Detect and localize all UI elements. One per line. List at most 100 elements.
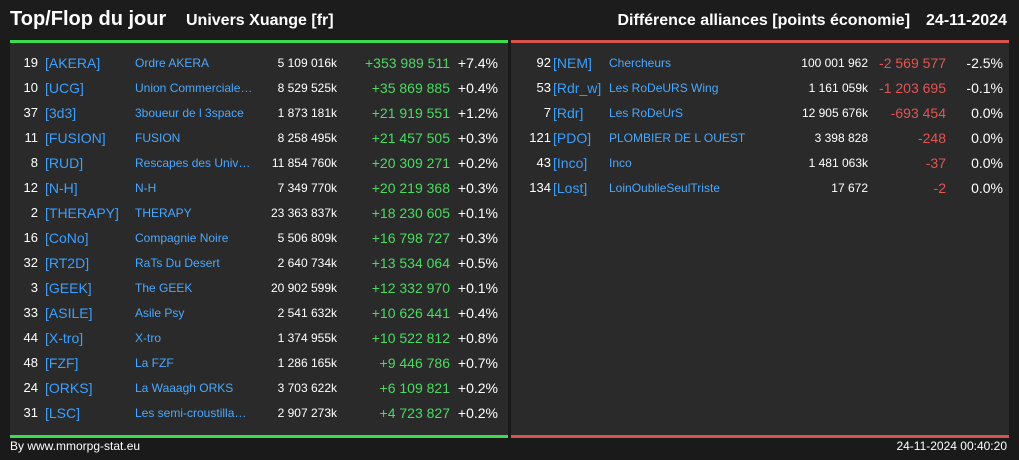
- alliance-tag-link[interactable]: [FUSION]: [45, 130, 106, 146]
- alliance-tag-link[interactable]: [LSC]: [45, 405, 81, 421]
- alliance-name-link[interactable]: Asile Psy: [135, 306, 185, 320]
- percent-cell: +0.8%: [457, 330, 498, 346]
- points-cell: 1 374 955k: [277, 331, 337, 345]
- alliance-tag-link[interactable]: [Rdr]: [553, 105, 584, 121]
- alliance-tag-link[interactable]: [Inco]: [553, 155, 588, 171]
- alliance-name-link[interactable]: LoinOublieSeulTriste: [609, 181, 720, 195]
- alliance-name-link[interactable]: Chercheurs: [609, 56, 672, 70]
- points-cell: 1 481 063k: [808, 156, 868, 170]
- diff-cell: +10 626 441: [371, 305, 450, 321]
- percent-cell: +7.4%: [457, 55, 498, 71]
- alliance-tag-link[interactable]: [THERAPY]: [45, 205, 119, 221]
- alliance-tag-link[interactable]: [PDO]: [553, 130, 592, 146]
- diff-cell: +6 109 821: [379, 380, 450, 396]
- alliance-name-link[interactable]: Compagnie Noire: [135, 231, 229, 245]
- alliance-name-link[interactable]: FUSION: [135, 131, 181, 145]
- diff-cell: +12 332 970: [371, 280, 450, 296]
- alliance-name-link[interactable]: Inco: [609, 156, 632, 170]
- metric-label: Différence alliances [points économie]: [617, 12, 911, 29]
- alliance-tag-link[interactable]: [NEM]: [553, 55, 592, 71]
- alliance-name-link[interactable]: THERAPY: [135, 206, 192, 220]
- diff-cell: +21 457 505: [371, 130, 450, 146]
- alliance-name-link[interactable]: La FZF: [135, 356, 174, 370]
- alliance-tag-link[interactable]: [N-H]: [45, 180, 78, 196]
- flop-row: 121 [PDO] PLOMBIER DE L OUEST 3 398 828 -248…: [511, 125, 1009, 150]
- percent-cell: +0.3%: [457, 130, 498, 146]
- top-row: 48 [FZF] La FZF 1 286 165k +9 446 786 +0.7%: [10, 350, 508, 375]
- footer-source[interactable]: By www.mmorpg-stat.eu: [10, 439, 141, 453]
- rank-cell: 24: [23, 380, 38, 395]
- alliance-tag-link[interactable]: [RUD]: [45, 155, 84, 171]
- alliance-name-link[interactable]: 3boueur de l 3space: [135, 106, 244, 120]
- page-title: Top/Flop du jour: [10, 8, 167, 30]
- alliance-name-link[interactable]: Rescapes des Univ…: [135, 156, 251, 170]
- percent-cell: +0.2%: [457, 405, 498, 421]
- diff-cell: +9 446 786: [379, 355, 450, 371]
- alliance-tag-link[interactable]: [GEEK]: [45, 280, 92, 296]
- diff-cell: -248: [917, 130, 946, 146]
- flop-row: 43 [Inco] Inco 1 481 063k -37 0.0%: [511, 150, 1009, 175]
- percent-cell: 0.0%: [971, 105, 1003, 121]
- rank-cell: 53: [536, 80, 551, 95]
- flop-panel: 92 [NEM] Chercheurs 100 001 962 -2 569 577 -2…: [511, 40, 1009, 438]
- alliance-tag-link[interactable]: [Rdr_w]: [553, 80, 602, 96]
- percent-cell: 0.0%: [971, 155, 1003, 171]
- alliance-name-link[interactable]: RaTs Du Desert: [135, 256, 220, 270]
- alliance-name-link[interactable]: Les RoDeUrS: [609, 106, 684, 120]
- alliance-tag-link[interactable]: [RT2D]: [45, 255, 90, 271]
- diff-cell: +35 869 885: [371, 80, 450, 96]
- alliance-tag-link[interactable]: [UCG]: [45, 80, 84, 96]
- alliance-name-link[interactable]: La Waaagh ORKS: [135, 381, 234, 395]
- diff-cell: +353 989 511: [365, 55, 450, 71]
- percent-cell: 0.0%: [971, 130, 1003, 146]
- alliance-name-link[interactable]: X-tro: [135, 331, 162, 345]
- points-cell: 11 854 760k: [271, 156, 337, 170]
- alliance-tag-link[interactable]: [AKERA]: [45, 55, 101, 71]
- alliance-name-link[interactable]: Les semi-croustilla…: [135, 406, 247, 420]
- diff-cell: +20 219 368: [371, 180, 450, 196]
- percent-cell: +0.1%: [457, 280, 498, 296]
- points-cell: 2 640 734k: [277, 256, 337, 270]
- alliance-tag-link[interactable]: [Lost]: [553, 180, 588, 196]
- diff-cell: +13 534 064: [371, 255, 450, 271]
- alliance-tag-link[interactable]: [ASILE]: [45, 305, 93, 321]
- rank-cell: 11: [24, 130, 39, 145]
- top-row: 37 [3d3] 3boueur de l 3space 1 873 181k +21 …: [10, 100, 508, 125]
- top-row: 24 [ORKS] La Waaagh ORKS 3 703 622k +6 109 8…: [10, 375, 508, 400]
- alliance-tag-link[interactable]: [X-tro]: [45, 330, 84, 346]
- percent-cell: -2.5%: [966, 55, 1003, 71]
- rank-cell: 134: [529, 180, 551, 195]
- diff-cell: -37: [925, 155, 946, 171]
- percent-cell: +1.2%: [457, 105, 498, 121]
- alliance-tag-link[interactable]: [FZF]: [45, 355, 79, 371]
- alliance-tag-link[interactable]: [3d3]: [45, 105, 77, 121]
- alliance-name-link[interactable]: N-H: [135, 181, 157, 195]
- alliance-name-link[interactable]: Ordre AKERA: [135, 56, 210, 70]
- alliance-tag-link[interactable]: [ORKS]: [45, 380, 93, 396]
- percent-cell: +0.4%: [457, 305, 498, 321]
- top-row: 12 [N-H] N-H 7 349 770k +20 219 368 +0.3%: [10, 175, 508, 200]
- points-cell: 3 398 828: [814, 131, 868, 145]
- top-row: 8 [RUD] Rescapes des Univ… 11 854 760k +20 3…: [10, 150, 508, 175]
- alliance-name-link[interactable]: Union Commerciale…: [135, 81, 253, 95]
- rank-cell: 92: [536, 55, 551, 70]
- rank-cell: 7: [543, 105, 551, 120]
- flop-row: 134 [Lost] LoinOublieSeulTriste 17 672 -2 0.0…: [511, 175, 1009, 200]
- percent-cell: +0.2%: [457, 155, 498, 171]
- alliance-tag-link[interactable]: [CoNo]: [45, 230, 89, 246]
- top-row: 2 [THERAPY] THERAPY 23 363 837k +18 230 605 +…: [10, 200, 508, 225]
- rank-cell: 8: [30, 155, 38, 170]
- points-cell: 17 672: [831, 181, 868, 195]
- points-cell: 2 541 632k: [277, 306, 337, 320]
- rank-cell: 32: [23, 255, 38, 270]
- points-cell: 8 258 495k: [277, 131, 337, 145]
- alliance-name-link[interactable]: Les RoDeURS Wing: [609, 81, 719, 95]
- rank-cell: 44: [23, 330, 38, 345]
- rank-cell: 33: [23, 305, 38, 320]
- percent-cell: +0.1%: [457, 205, 498, 221]
- diff-cell: +20 309 271: [371, 155, 450, 171]
- top-row: 19 [AKERA] Ordre AKERA 5 109 016k +353 989 5…: [10, 50, 508, 75]
- points-cell: 20 902 599k: [270, 281, 337, 295]
- alliance-name-link[interactable]: PLOMBIER DE L OUEST: [609, 131, 746, 145]
- alliance-name-link[interactable]: The GEEK: [135, 281, 193, 295]
